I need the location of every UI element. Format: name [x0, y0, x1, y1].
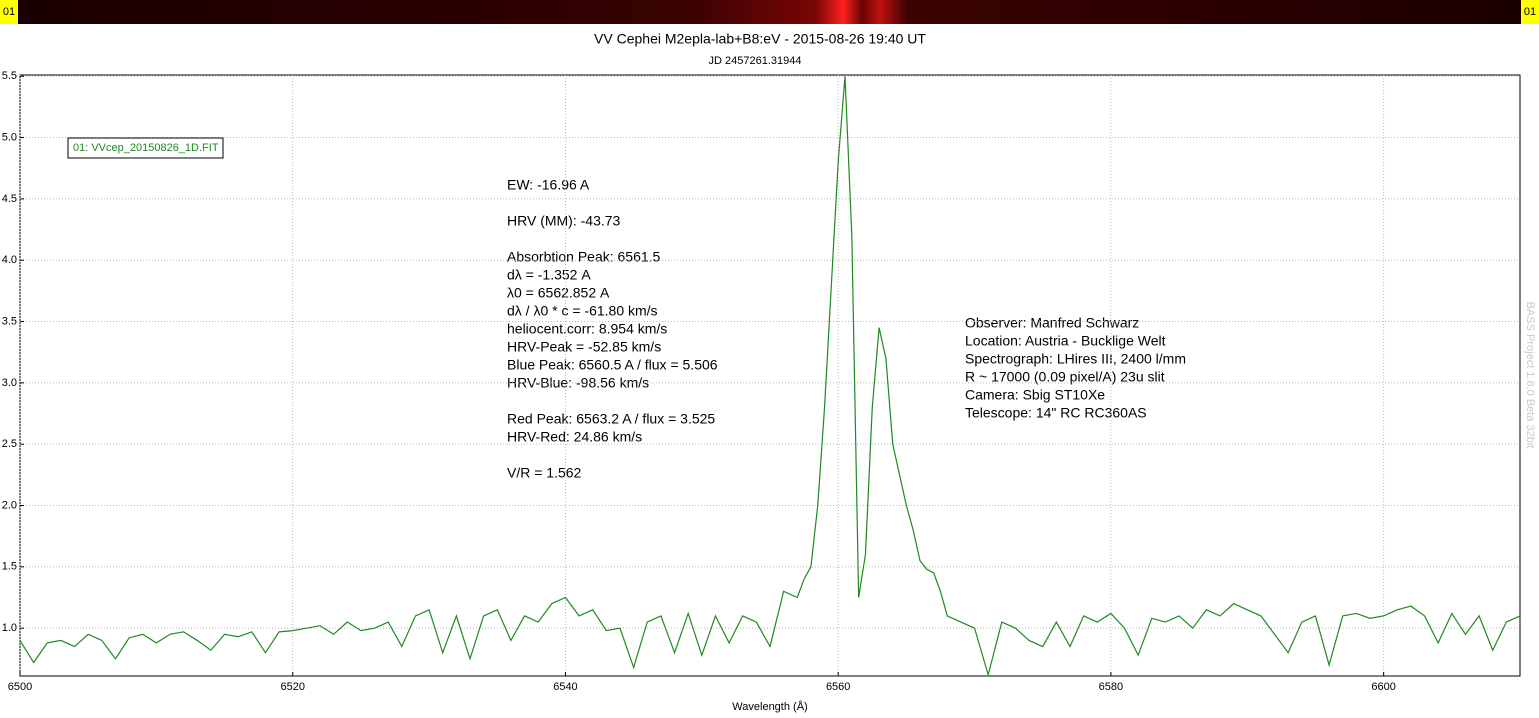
strip-label-box — [0, 0, 18, 24]
y-tick-label: 4.5 — [2, 193, 17, 205]
x-tick-label: 6540 — [553, 681, 577, 693]
annotation: dλ / λ0 * c = -61.80 km/s — [507, 303, 658, 319]
annotation: HRV (MM): -43.73 — [507, 213, 621, 229]
y-tick-label: 4.0 — [2, 254, 17, 266]
strip-label: 01 — [3, 6, 15, 18]
annotation: Absorbtion Peak: 6561.5 — [507, 249, 661, 265]
y-tick-label: 5.5 — [2, 70, 17, 82]
y-tick-label: 2.0 — [2, 499, 17, 511]
x-tick-label: 6520 — [280, 681, 304, 693]
annotation: heliocent.corr: 8.954 km/s — [507, 321, 667, 337]
chart-title: VV Cephei M2epla-lab+B8:eV - 2015-08-26 … — [594, 31, 926, 47]
annotation: EW: -16.96 A — [507, 177, 590, 193]
legend-box — [67, 137, 224, 159]
x-tick-label: 6600 — [1371, 681, 1395, 693]
annotation: λ0 = 6562.852 A — [507, 285, 610, 301]
observer-info: Observer: Manfred Schwarz — [965, 315, 1139, 331]
x-tick-label: 6580 — [1099, 681, 1123, 693]
y-tick-label: 3.5 — [2, 315, 17, 327]
y-tick-label: 2.5 — [2, 438, 17, 450]
y-tick-label: 1.5 — [2, 561, 17, 573]
observer-info: R ~ 17000 (0.09 pixel/A) 23u slit — [965, 369, 1165, 385]
strip-label-box — [1521, 0, 1539, 24]
plot-frame — [19, 74, 1521, 677]
spectrum-line — [19, 76, 1521, 678]
annotation: V/R = 1.562 — [507, 465, 582, 481]
watermark: BASS Project 1.8.0 Beta 32bit — [1524, 302, 1536, 449]
chart-subtitle: JD 2457261.31944 — [709, 55, 802, 67]
strip-label: 01 — [1524, 6, 1536, 18]
y-tick-label: 1.0 — [2, 622, 17, 634]
y-tick-label: 3.0 — [2, 377, 17, 389]
observer-info: Telescope: 14" RC RC360AS — [965, 405, 1147, 421]
annotation: HRV-Red: 24.86 km/s — [507, 429, 642, 445]
x-tick-label: 6500 — [8, 681, 32, 693]
annotation: Blue Peak: 6560.5 A / flux = 5.506 — [507, 357, 718, 373]
annotation: HRV-Peak = -52.85 km/s — [507, 339, 661, 355]
observer-info: Spectrograph: LHires III, 2400 l/mm — [965, 351, 1186, 367]
x-tick-label: 6560 — [826, 681, 850, 693]
spectrum-strip — [0, 0, 1539, 24]
observer-info: Location: Austria - Bucklige Welt — [965, 333, 1166, 349]
annotation: dλ = -1.352 A — [507, 267, 591, 283]
legend-label: 01: VVcep_20150826_1D.FIT — [73, 142, 219, 154]
annotation: Red Peak: 6563.2 A / flux = 3.525 — [507, 411, 715, 427]
observer-info: Camera: Sbig ST10Xe — [965, 387, 1105, 403]
y-tick-label: 5.0 — [2, 131, 17, 143]
x-axis-label: Wavelength (Å) — [732, 700, 807, 713]
